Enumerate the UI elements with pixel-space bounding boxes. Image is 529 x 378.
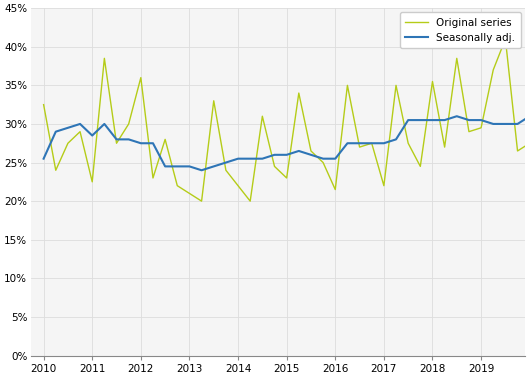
Original series <box>247 199 253 203</box>
Seasonally adj. <box>77 122 83 126</box>
Original series <box>223 168 229 172</box>
Seasonally adj. <box>223 160 229 165</box>
Original series <box>405 141 412 146</box>
Line: Original series: Original series <box>43 39 529 201</box>
Seasonally adj. <box>502 122 508 126</box>
Seasonally adj. <box>52 129 59 134</box>
Seasonally adj. <box>526 114 529 118</box>
Seasonally adj. <box>453 114 460 118</box>
Seasonally adj. <box>332 156 339 161</box>
Original series <box>296 91 302 95</box>
Seasonally adj. <box>478 118 484 122</box>
Original series <box>174 183 180 188</box>
Original series <box>526 141 529 146</box>
Original series <box>162 137 168 142</box>
Seasonally adj. <box>125 137 132 142</box>
Seasonally adj. <box>320 156 326 161</box>
Seasonally adj. <box>296 149 302 153</box>
Original series <box>430 79 436 84</box>
Original series <box>320 160 326 165</box>
Seasonally adj. <box>369 141 375 146</box>
Original series <box>198 199 205 203</box>
Seasonally adj. <box>89 133 95 138</box>
Original series <box>211 99 217 103</box>
Original series <box>77 129 83 134</box>
Seasonally adj. <box>150 141 156 146</box>
Seasonally adj. <box>186 164 193 169</box>
Seasonally adj. <box>40 156 47 161</box>
Seasonally adj. <box>113 137 120 142</box>
Original series <box>235 183 241 188</box>
Original series <box>357 145 363 149</box>
Seasonally adj. <box>211 164 217 169</box>
Original series <box>490 68 496 72</box>
Seasonally adj. <box>284 153 290 157</box>
Original series <box>89 180 95 184</box>
Seasonally adj. <box>405 118 412 122</box>
Original series <box>52 168 59 172</box>
Original series <box>308 149 314 153</box>
Seasonally adj. <box>162 164 168 169</box>
Original series <box>186 191 193 196</box>
Original series <box>284 176 290 180</box>
Seasonally adj. <box>308 153 314 157</box>
Original series <box>393 83 399 88</box>
Original series <box>478 125 484 130</box>
Seasonally adj. <box>138 141 144 146</box>
Original series <box>369 141 375 146</box>
Original series <box>332 187 339 192</box>
Legend: Original series, Seasonally adj.: Original series, Seasonally adj. <box>400 12 521 48</box>
Seasonally adj. <box>247 156 253 161</box>
Seasonally adj. <box>417 118 424 122</box>
Original series <box>417 164 424 169</box>
Seasonally adj. <box>393 137 399 142</box>
Original series <box>125 122 132 126</box>
Seasonally adj. <box>430 118 436 122</box>
Original series <box>40 102 47 107</box>
Seasonally adj. <box>466 118 472 122</box>
Seasonally adj. <box>357 141 363 146</box>
Original series <box>502 37 508 41</box>
Seasonally adj. <box>344 141 351 146</box>
Seasonally adj. <box>101 122 107 126</box>
Line: Seasonally adj.: Seasonally adj. <box>43 112 529 170</box>
Seasonally adj. <box>259 156 266 161</box>
Original series <box>466 129 472 134</box>
Seasonally adj. <box>198 168 205 172</box>
Original series <box>271 164 278 169</box>
Original series <box>259 114 266 118</box>
Original series <box>381 183 387 188</box>
Seasonally adj. <box>174 164 180 169</box>
Original series <box>514 149 521 153</box>
Original series <box>344 83 351 88</box>
Original series <box>101 56 107 60</box>
Original series <box>442 145 448 149</box>
Seasonally adj. <box>381 141 387 146</box>
Seasonally adj. <box>235 156 241 161</box>
Seasonally adj. <box>271 153 278 157</box>
Seasonally adj. <box>65 125 71 130</box>
Seasonally adj. <box>490 122 496 126</box>
Seasonally adj. <box>442 118 448 122</box>
Original series <box>138 75 144 80</box>
Seasonally adj. <box>514 122 521 126</box>
Original series <box>113 141 120 146</box>
Original series <box>453 56 460 60</box>
Original series <box>150 176 156 180</box>
Original series <box>65 141 71 146</box>
